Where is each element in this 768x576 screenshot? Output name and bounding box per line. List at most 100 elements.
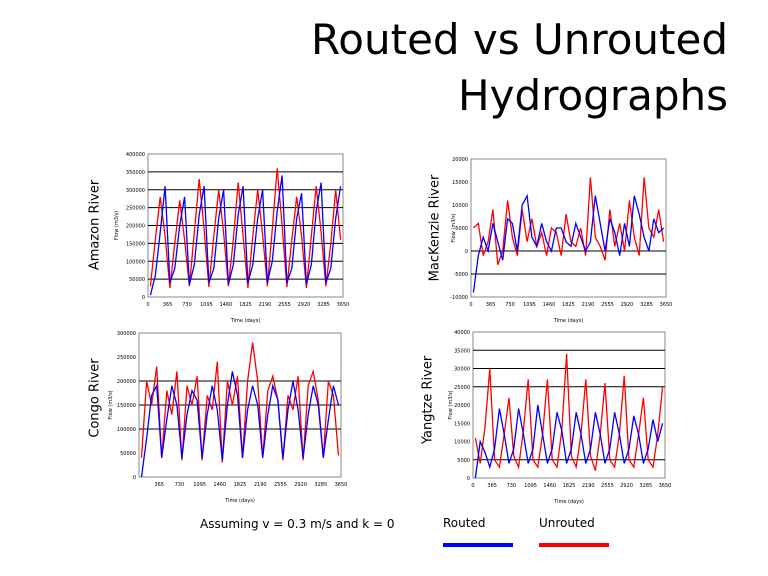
amazon-ytick-label: 50000 (129, 277, 145, 283)
amazon-xaxis-title: Time (days) (230, 318, 261, 324)
yangtze-xtick-label: 3650 (659, 483, 672, 489)
mackenzie-xtick-label: 3650 (660, 302, 673, 308)
congo-chart: 0 50000 100000 150000 200000 250000 300000 365 7… (108, 331, 347, 504)
amazon-xtick-label: 1460 (220, 302, 233, 308)
congo-xtick-label: 1095 (193, 482, 206, 488)
congo-xtick-label: 2190 (254, 482, 267, 488)
amazon-ytick-label: 200000 (126, 224, 145, 230)
amazon-xtick-label: 3285 (317, 302, 330, 308)
congo-ytick-label: 250000 (117, 355, 136, 361)
yangtze-ytick-label: 5000 (457, 458, 470, 464)
legend-routed-line (443, 543, 513, 547)
congo-yaxis-title: Flow (m3/s) (108, 390, 114, 419)
legend-routed-label: Routed (443, 516, 486, 530)
amazon-ytick-label: 350000 (126, 170, 145, 176)
mackenzie-xtick-label: 1095 (523, 302, 536, 308)
mackenzie-ytick-label: -10000 (450, 295, 468, 301)
assumption-note: Assuming v = 0.3 m/s and k = 0 (200, 517, 395, 531)
yangtze-xtick-label: 2920 (620, 483, 633, 489)
legend-unrouted-label: Unrouted (539, 516, 595, 530)
mackenzie-ytick-label: 10000 (452, 203, 468, 209)
congo-xtick-label: 1825 (234, 482, 247, 488)
amazon-xtick-label: 2555 (278, 302, 291, 308)
congo-xaxis-title: Time (days) (224, 498, 255, 504)
mackenzie-ytick-label: -5000 (453, 272, 468, 278)
congo-ytick-label: 50000 (120, 451, 136, 457)
amazon-ytick-label: 300000 (126, 188, 145, 194)
mackenzie-xtick-label: 1460 (543, 302, 556, 308)
amazon-ytick-label: 250000 (126, 206, 145, 212)
amazon-xtick-label: 365 (163, 302, 173, 308)
yangtze-ytick-label: 20000 (454, 403, 470, 409)
congo-ytick-label: 100000 (117, 427, 136, 433)
mackenzie-xtick-label: 0 (469, 302, 472, 308)
congo-ytick-label: 200000 (117, 379, 136, 385)
mackenzie-ytick-label: 20000 (452, 157, 468, 163)
congo-xtick-label: 3650 (335, 482, 348, 488)
amazon-ytick-label: 400000 (126, 152, 145, 158)
mackenzie-yaxis-title: Flow (m3/s) (451, 213, 457, 242)
yangtze-chart: 0 5000 10000 15000 20000 25000 30000 35000 40000… (448, 330, 671, 505)
yangtze-yaxis-title: Flow (m3/s) (448, 390, 454, 419)
yangtze-xtick-label: 1825 (563, 483, 576, 489)
amazon-xtick-label: 3650 (337, 302, 350, 308)
congo-ytick-label: 0 (133, 475, 136, 481)
yangtze-xaxis-title: Time (days) (553, 499, 584, 505)
mackenzie-xtick-label: 1825 (562, 302, 575, 308)
legend-unrouted-line (539, 543, 609, 547)
amazon-ytick-label: 100000 (126, 259, 145, 265)
yangtze-ytick-label: 40000 (454, 330, 470, 336)
mackenzie-xtick-label: 2920 (621, 302, 634, 308)
yangtze-series-routed (474, 404, 664, 479)
congo-xtick-label: 1460 (213, 482, 226, 488)
congo-xtick-label: 3285 (314, 482, 327, 488)
yangtze-xtick-label: 365 (487, 483, 497, 489)
yangtze-ytick-label: 0 (467, 476, 470, 482)
mackenzie-series-routed (472, 193, 665, 293)
mackenzie-xtick-label: 3285 (640, 302, 653, 308)
amazon-series-unrouted (149, 168, 342, 289)
congo-xtick-label: 2555 (274, 482, 287, 488)
yangtze-ytick-label: 25000 (454, 385, 470, 391)
congo-ytick-label: 150000 (117, 403, 136, 409)
amazon-xtick-label: 1825 (239, 302, 252, 308)
yangtze-ytick-label: 30000 (454, 367, 470, 373)
yangtze-xtick-label: 1460 (543, 483, 556, 489)
yangtze-xtick-label: 3285 (639, 483, 652, 489)
amazon-chart: 0 50000 100000 150000 200000 250000 300000 3500… (114, 152, 349, 324)
yangtze-ytick-label: 15000 (454, 421, 470, 427)
congo-xtick-label: 730 (175, 482, 185, 488)
amazon-xtick-label: 1095 (200, 302, 213, 308)
yangtze-series-unrouted (474, 353, 664, 471)
amazon-yaxis-title: Flow (m3/s) (114, 211, 120, 240)
mackenzie-xtick-label: 2190 (582, 302, 595, 308)
mackenzie-chart: -10000 -5000 0 5000 10000 15000 20000 0 365 730 10… (450, 157, 672, 324)
mackenzie-xaxis-title: Time (days) (553, 318, 584, 324)
yangtze-xtick-label: 0 (471, 483, 474, 489)
slide-title-line1: Routed vs Unrouted (310, 15, 728, 64)
yangtze-xtick-label: 2190 (582, 483, 595, 489)
yangtze-ytick-label: 10000 (454, 440, 470, 446)
yangtze-xtick-label: 2555 (601, 483, 614, 489)
congo-xtick-label: 2920 (294, 482, 307, 488)
yangtze-xtick-label: 730 (507, 483, 517, 489)
congo-series-routed (140, 371, 340, 478)
mackenzie-xtick-label: 365 (486, 302, 496, 308)
congo-xtick-label: 365 (154, 482, 164, 488)
amazon-xtick-label: 0 (146, 302, 149, 308)
mackenzie-ytick-label: 0 (465, 249, 468, 255)
mackenzie-xtick-label: 730 (505, 302, 515, 308)
yangtze-ytick-label: 35000 (454, 348, 470, 354)
amazon-ytick-label: 150000 (126, 241, 145, 247)
amazon-xtick-label: 2190 (259, 302, 272, 308)
mackenzie-ytick-label: 15000 (452, 180, 468, 186)
yangtze-xtick-label: 1095 (524, 483, 537, 489)
congo-ytick-label: 300000 (117, 331, 136, 337)
amazon-xtick-label: 730 (182, 302, 192, 308)
mackenzie-xtick-label: 2555 (601, 302, 614, 308)
mackenzie-ytick-label: 5000 (455, 226, 468, 232)
amazon-series-routed (149, 175, 342, 296)
amazon-xtick-label: 2920 (298, 302, 311, 308)
slide-title-line2: Hydrographs (458, 71, 728, 120)
